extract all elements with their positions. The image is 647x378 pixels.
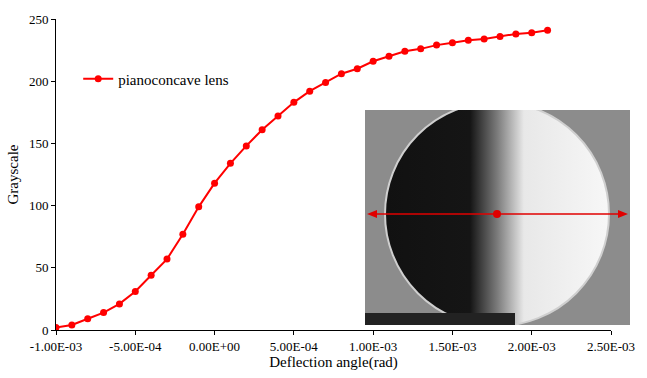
svg-text:Deflection angle(rad): Deflection angle(rad) (269, 354, 398, 371)
svg-text:150: 150 (29, 136, 49, 151)
svg-text:-5.00E-04: -5.00E-04 (109, 339, 162, 354)
svg-text:200: 200 (29, 74, 49, 89)
svg-text:1.00E-03: 1.00E-03 (349, 339, 397, 354)
svg-text:pianoconcave lens: pianoconcave lens (118, 72, 229, 88)
svg-text:2.50E-03: 2.50E-03 (587, 339, 635, 354)
svg-text:250: 250 (29, 12, 49, 27)
svg-text:2.00E-03: 2.00E-03 (508, 339, 556, 354)
svg-text:0: 0 (42, 323, 49, 338)
svg-text:100: 100 (29, 198, 49, 213)
svg-text:50: 50 (35, 260, 48, 275)
svg-text:Grayscale: Grayscale (5, 144, 21, 204)
svg-text:1.50E-03: 1.50E-03 (428, 339, 476, 354)
svg-text:0.00E+00: 0.00E+00 (189, 339, 240, 354)
svg-text:5.00E-04: 5.00E-04 (270, 339, 319, 354)
svg-text:-1.00E-03: -1.00E-03 (30, 339, 82, 354)
